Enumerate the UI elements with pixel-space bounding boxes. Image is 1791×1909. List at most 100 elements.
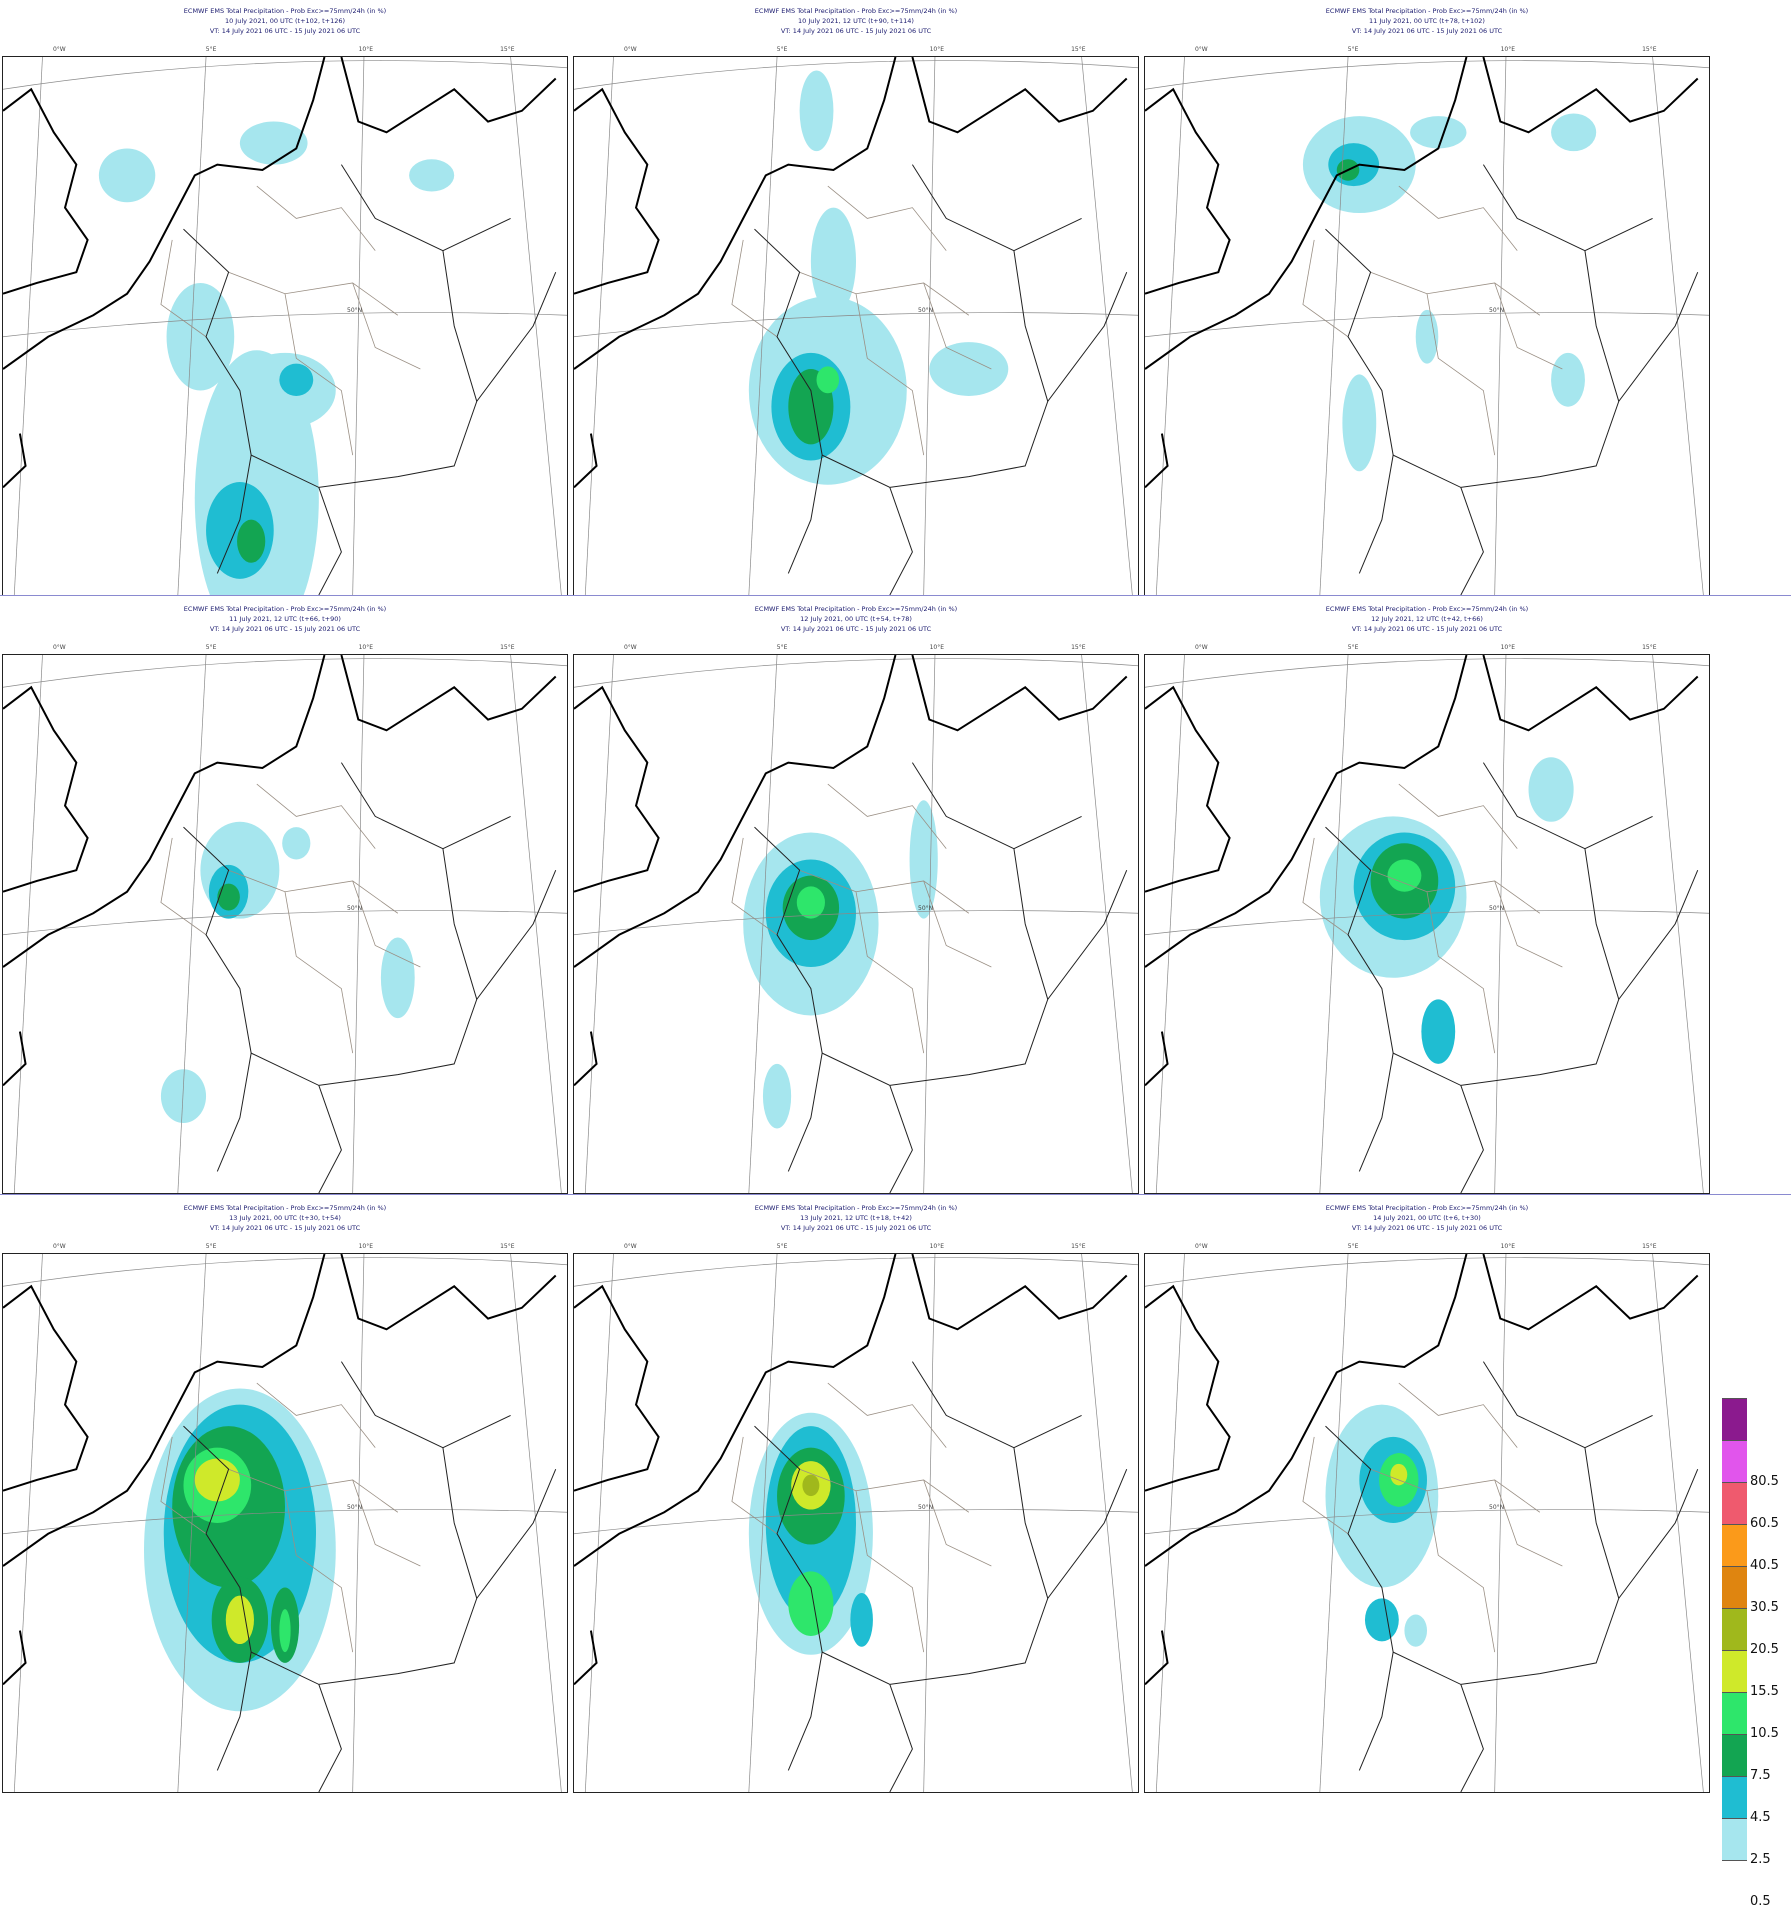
- country-border: [216, 455, 252, 574]
- state-border: [228, 1468, 399, 1513]
- panel-title-line3: VT: 14 July 2021 06 UTC - 15 July 2021 0…: [1351, 27, 1503, 35]
- lon-tick-label: 15°E: [500, 46, 515, 53]
- country-border: [911, 164, 1082, 252]
- state-border: [827, 185, 947, 251]
- lon-tick-label: 0°W: [623, 46, 637, 53]
- lon-tick-label: 10°E: [358, 644, 374, 651]
- state-border: [1302, 1436, 1349, 1535]
- lat-tick-label: 50°N: [347, 1504, 363, 1512]
- map-frame: 50°N: [573, 56, 1139, 596]
- probability-contour: [279, 1609, 291, 1653]
- probability-contour: [1364, 1598, 1399, 1642]
- country-border: [442, 1447, 478, 1599]
- probability-contour: [160, 1069, 207, 1124]
- probability-contour: [1421, 999, 1456, 1064]
- coastline: [574, 655, 897, 968]
- lon-tick-label: 5°E: [776, 46, 788, 53]
- country-border: [1460, 1684, 1484, 1792]
- latitude-line: [574, 1257, 1138, 1287]
- graticule-line: [748, 655, 778, 1193]
- probability-contour: [1415, 309, 1439, 364]
- legend-label: 0.5: [1750, 1894, 1771, 1909]
- lon-tick-label: 5°E: [1347, 644, 1359, 651]
- map-canvas: [574, 655, 1138, 1193]
- graticule-line: [1494, 655, 1507, 1193]
- legend-label: 30.5: [1750, 1600, 1779, 1615]
- panel-title: ECMWF EMS Total Precipitation - Prob Exc…: [573, 6, 1139, 36]
- graticule-line: [510, 1254, 562, 1792]
- country-border: [911, 1361, 1082, 1449]
- legend-swatch: [1722, 1440, 1747, 1483]
- map-frame: 50°N: [1144, 1253, 1710, 1793]
- country-border: [754, 228, 823, 456]
- coastline: [3, 1031, 27, 1087]
- coastline: [574, 685, 660, 893]
- lon-tick-label: 10°E: [1500, 644, 1516, 651]
- forecast-panel: ECMWF EMS Total Precipitation - Prob Exc…: [1144, 1197, 1710, 1793]
- state-border: [827, 1382, 947, 1448]
- lat-tick-label: 50°N: [918, 905, 934, 913]
- panel-title-line3: VT: 14 July 2021 06 UTC - 15 July 2021 0…: [209, 625, 361, 633]
- country-border: [318, 1085, 342, 1193]
- graticule-line: [352, 1254, 365, 1792]
- graticule-line: [13, 1254, 43, 1792]
- state-border: [256, 185, 376, 251]
- legend-label: 20.5: [1750, 1642, 1779, 1657]
- coastline: [3, 1630, 27, 1686]
- lon-tick-label: 0°W: [52, 46, 66, 53]
- probability-contour: [799, 70, 834, 152]
- lon-tick-label: 0°W: [1194, 1243, 1208, 1250]
- row-separator: [0, 1194, 1791, 1195]
- lon-tick-label: 0°W: [1194, 46, 1208, 53]
- map-frame: 50°N: [573, 1253, 1139, 1793]
- lon-tick-label: 5°E: [205, 46, 217, 53]
- map-canvas: [1145, 655, 1709, 1193]
- coastline: [574, 1630, 598, 1686]
- lon-tick-label: 10°E: [358, 46, 374, 53]
- state-border: [1302, 837, 1349, 936]
- graticule-line: [1652, 1254, 1704, 1792]
- state-border: [1398, 783, 1518, 849]
- panel-title: ECMWF EMS Total Precipitation - Prob Exc…: [2, 1203, 568, 1233]
- graticule-line: [1155, 1254, 1185, 1792]
- country-border: [1392, 1469, 1699, 1685]
- state-border: [923, 880, 992, 968]
- state-border: [923, 1479, 992, 1567]
- coastline: [340, 655, 557, 732]
- panel-title: ECMWF EMS Total Precipitation - Prob Exc…: [1144, 604, 1710, 634]
- graticule-line: [1652, 57, 1704, 595]
- panel-title-line2: 10 July 2021, 12 UTC (t+90, t+114): [798, 17, 914, 25]
- latitude-line: [1145, 658, 1709, 688]
- state-border: [228, 271, 399, 316]
- forecast-panel: ECMWF EMS Total Precipitation - Prob Exc…: [573, 0, 1139, 596]
- probability-contour: [1551, 113, 1597, 152]
- forecast-panel: ECMWF EMS Total Precipitation - Prob Exc…: [2, 598, 568, 1194]
- graticule-line: [1319, 1254, 1349, 1792]
- legend-label: 60.5: [1750, 1516, 1779, 1531]
- state-border: [855, 1490, 925, 1653]
- probability-contour: [929, 342, 1009, 396]
- forecast-panel: ECMWF EMS Total Precipitation - Prob Exc…: [1144, 0, 1710, 596]
- probability-contour: [1404, 1614, 1427, 1647]
- country-border: [1482, 762, 1653, 850]
- probability-contour: [409, 159, 455, 192]
- latitude-line: [3, 60, 567, 90]
- lon-tick-label: 15°E: [500, 644, 515, 651]
- country-border: [340, 164, 511, 252]
- forecast-panel: ECMWF EMS Total Precipitation - Prob Exc…: [1144, 598, 1710, 1194]
- country-border: [754, 826, 823, 1054]
- probability-contour: [762, 1063, 792, 1129]
- coastline: [340, 1254, 557, 1331]
- forecast-panel: ECMWF EMS Total Precipitation - Prob Exc…: [2, 1197, 568, 1793]
- legend-label: 10.5: [1750, 1726, 1779, 1741]
- probability-contour: [225, 1595, 254, 1645]
- lon-tick-label: 5°E: [1347, 46, 1359, 53]
- lon-tick-label: 15°E: [1642, 46, 1657, 53]
- legend-swatch: [1722, 1398, 1747, 1441]
- state-border: [228, 869, 399, 914]
- probability-contour: [1551, 352, 1585, 407]
- country-border: [183, 1425, 252, 1653]
- state-border: [1426, 1490, 1496, 1653]
- lon-tick-label: 15°E: [1071, 1243, 1086, 1250]
- legend-swatch: [1722, 1482, 1747, 1525]
